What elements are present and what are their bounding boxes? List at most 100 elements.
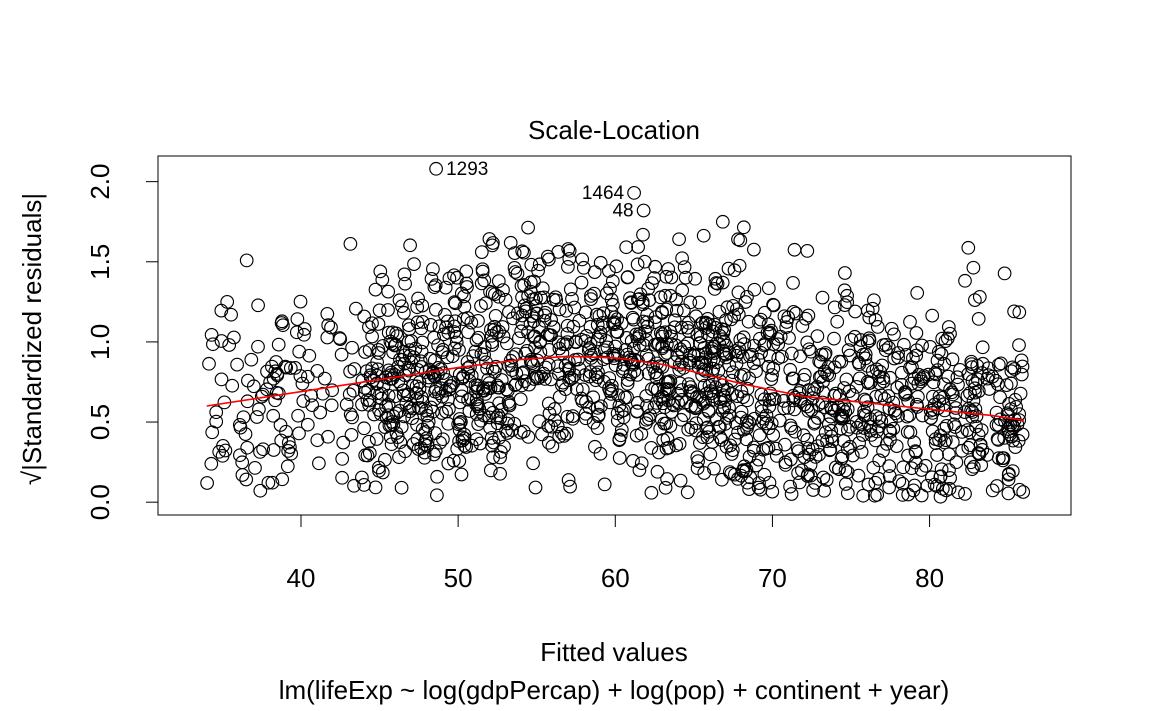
point-label: 1293 bbox=[446, 159, 488, 180]
data-point bbox=[464, 315, 479, 330]
data-point bbox=[498, 292, 513, 307]
data-point bbox=[766, 297, 780, 312]
y-tick-label: 0.5 bbox=[85, 404, 115, 440]
data-point bbox=[542, 406, 557, 421]
data-point bbox=[707, 461, 721, 476]
data-point bbox=[897, 337, 911, 352]
data-point bbox=[798, 311, 813, 326]
data-point bbox=[839, 372, 854, 387]
data-point bbox=[482, 232, 497, 246]
data-point bbox=[315, 386, 330, 401]
data-point bbox=[436, 432, 450, 447]
data-point bbox=[784, 487, 799, 501]
data-point bbox=[225, 378, 240, 393]
data-point bbox=[873, 364, 888, 379]
data-point bbox=[558, 382, 573, 397]
x-axis: 40 50 60 70 80 bbox=[287, 514, 944, 593]
data-point bbox=[867, 293, 881, 308]
data-point bbox=[948, 401, 963, 415]
data-point bbox=[656, 396, 670, 411]
data-point bbox=[640, 315, 654, 330]
data-point bbox=[448, 296, 463, 311]
point-label: 48 bbox=[612, 201, 633, 222]
data-point bbox=[676, 303, 691, 318]
data-point bbox=[991, 433, 1006, 447]
data-point bbox=[904, 461, 919, 476]
data-point bbox=[266, 371, 281, 386]
data-point bbox=[836, 411, 850, 426]
data-point bbox=[882, 459, 897, 473]
data-point bbox=[800, 432, 815, 447]
data-point bbox=[857, 404, 871, 419]
data-point bbox=[948, 394, 962, 408]
data-point bbox=[420, 408, 435, 423]
data-point bbox=[903, 425, 918, 440]
data-point bbox=[415, 298, 430, 313]
data-point bbox=[753, 482, 768, 497]
data-point bbox=[486, 450, 501, 465]
data-point bbox=[505, 363, 520, 377]
data-point bbox=[850, 420, 864, 435]
data-point bbox=[293, 369, 308, 383]
data-point bbox=[731, 285, 746, 300]
data-point bbox=[755, 404, 769, 419]
data-point bbox=[752, 428, 767, 443]
data-point bbox=[435, 345, 450, 360]
data-point bbox=[457, 431, 472, 446]
data-point bbox=[648, 315, 662, 330]
data-point bbox=[970, 372, 985, 387]
data-point bbox=[675, 251, 689, 266]
data-point bbox=[578, 411, 593, 426]
data-point bbox=[722, 400, 736, 415]
data-point bbox=[847, 329, 862, 344]
data-point bbox=[650, 367, 664, 382]
data-point bbox=[822, 443, 837, 458]
data-point bbox=[641, 366, 656, 381]
data-point bbox=[440, 350, 455, 365]
data-point bbox=[452, 454, 467, 468]
data-point bbox=[692, 295, 707, 310]
data-point bbox=[485, 338, 500, 352]
data-point bbox=[857, 408, 871, 422]
data-point bbox=[535, 427, 549, 442]
model-caption: lm(lifeExp ~ log(gdpPercap) + log(pop) +… bbox=[279, 675, 950, 705]
data-point bbox=[474, 413, 488, 428]
data-point bbox=[455, 430, 470, 445]
data-point bbox=[474, 276, 489, 291]
data-point bbox=[265, 475, 280, 490]
data-point bbox=[334, 347, 349, 362]
data-point bbox=[256, 442, 270, 457]
data-point bbox=[342, 387, 357, 402]
data-point bbox=[375, 465, 390, 480]
data-point bbox=[661, 262, 676, 276]
scatter-points bbox=[200, 161, 1031, 504]
y-axis: 0.0 0.5 1.0 1.5 2.0 bbox=[85, 164, 159, 520]
data-point bbox=[339, 397, 354, 412]
data-point bbox=[357, 421, 371, 436]
data-point bbox=[381, 303, 395, 317]
data-point bbox=[336, 435, 351, 450]
data-point bbox=[611, 347, 625, 362]
data-point bbox=[990, 479, 1004, 493]
data-point bbox=[999, 378, 1014, 392]
data-point bbox=[396, 388, 411, 403]
data-point bbox=[646, 359, 660, 374]
data-point bbox=[974, 458, 989, 472]
data-point bbox=[252, 402, 266, 417]
data-point bbox=[667, 313, 682, 328]
data-point bbox=[868, 312, 883, 327]
data-point bbox=[653, 290, 668, 305]
data-point bbox=[801, 441, 816, 456]
data-point bbox=[813, 355, 828, 370]
data-point bbox=[565, 409, 580, 423]
data-point bbox=[516, 365, 531, 380]
data-point bbox=[578, 334, 593, 348]
data-point bbox=[362, 343, 377, 357]
data-point bbox=[630, 396, 645, 410]
data-point bbox=[709, 276, 724, 290]
data-point bbox=[699, 321, 713, 335]
data-point bbox=[643, 408, 657, 423]
data-point bbox=[462, 404, 477, 418]
data-point bbox=[320, 307, 335, 321]
data-point bbox=[563, 282, 578, 297]
